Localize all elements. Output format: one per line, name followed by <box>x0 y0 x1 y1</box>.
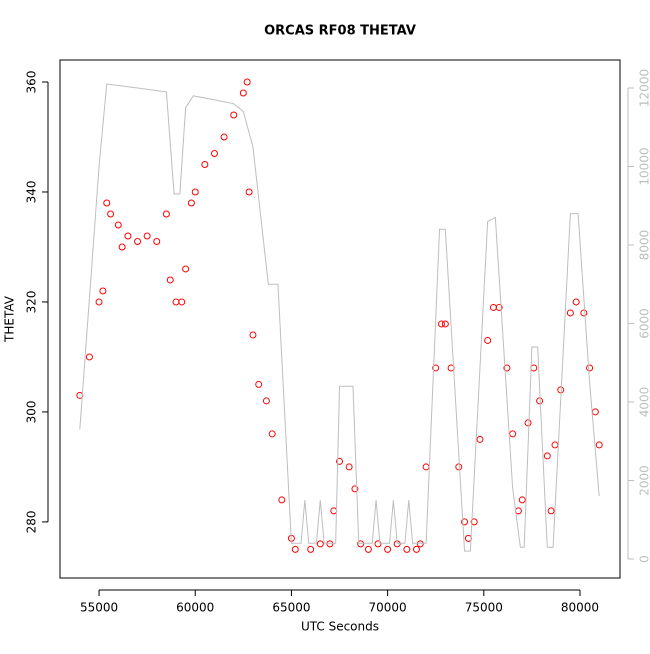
point <box>573 299 579 305</box>
point <box>86 354 92 360</box>
point <box>231 112 237 118</box>
point <box>592 409 598 415</box>
point <box>119 244 125 250</box>
x-tick-label: 80000 <box>561 601 599 615</box>
point <box>167 277 173 283</box>
point <box>327 541 333 547</box>
chart-title: ORCAS RF08 THETAV <box>264 24 416 39</box>
point <box>135 238 141 244</box>
y-tick-label: 340 <box>25 181 39 204</box>
y2-tick-label: 4000 <box>638 387 650 418</box>
point <box>256 381 262 387</box>
point <box>202 161 208 167</box>
x-tick-label: 70000 <box>369 601 407 615</box>
point <box>477 436 483 442</box>
plot-box <box>60 60 620 578</box>
y2-tick-label: 0 <box>638 555 650 563</box>
line <box>80 84 599 551</box>
y2-tick-label: 8000 <box>638 230 650 261</box>
point <box>331 508 337 514</box>
point <box>581 310 587 316</box>
point <box>531 365 537 371</box>
point <box>221 134 227 140</box>
x-axis-label: UTC Seconds <box>301 620 379 634</box>
x-tick-label: 65000 <box>272 601 310 615</box>
point <box>317 541 323 547</box>
point <box>404 546 410 552</box>
point <box>596 442 602 448</box>
point <box>292 546 298 552</box>
point <box>96 299 102 305</box>
point <box>423 464 429 470</box>
point <box>269 431 275 437</box>
point <box>115 222 121 228</box>
point <box>104 200 110 206</box>
point <box>125 233 131 239</box>
point <box>346 464 352 470</box>
y2-tick-label: 2000 <box>638 465 650 496</box>
point <box>567 310 573 316</box>
x-tick-label: 75000 <box>465 601 503 615</box>
y-tick-label: 300 <box>25 400 39 423</box>
y2-tick-label: 12000 <box>638 69 650 107</box>
point <box>173 299 179 305</box>
y-axis-label: THETAV <box>3 295 17 343</box>
point <box>544 453 550 459</box>
point <box>154 238 160 244</box>
point <box>240 90 246 96</box>
point <box>246 189 252 195</box>
point <box>490 304 496 310</box>
point <box>188 200 194 206</box>
y2-tick-label: 6000 <box>638 308 650 339</box>
point <box>192 189 198 195</box>
point <box>179 299 185 305</box>
point <box>525 420 531 426</box>
point <box>163 211 169 217</box>
point <box>385 546 391 552</box>
point <box>548 508 554 514</box>
point <box>100 288 106 294</box>
point <box>308 546 314 552</box>
y-tick-label: 280 <box>25 510 39 533</box>
point <box>211 150 217 156</box>
x-tick-label: 60000 <box>176 601 214 615</box>
y2-tick-label: 10000 <box>638 147 650 185</box>
point <box>552 442 558 448</box>
point <box>244 79 250 85</box>
point <box>183 266 189 272</box>
point <box>413 546 419 552</box>
point <box>456 464 462 470</box>
point <box>587 365 593 371</box>
y-tick-label: 360 <box>25 71 39 94</box>
point <box>417 541 423 547</box>
point <box>108 211 114 217</box>
y-tick-label: 320 <box>25 291 39 314</box>
point <box>279 497 285 503</box>
point <box>442 321 448 327</box>
point <box>510 431 516 437</box>
point <box>537 398 543 404</box>
point <box>519 497 525 503</box>
point <box>144 233 150 239</box>
point <box>365 546 371 552</box>
point <box>485 337 491 343</box>
x-tick-label: 55000 <box>80 601 118 615</box>
point <box>263 398 269 404</box>
point <box>250 332 256 338</box>
